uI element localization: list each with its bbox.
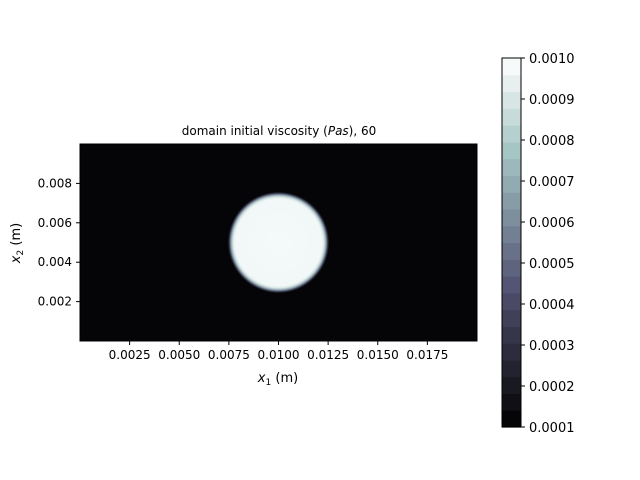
y-axis-label: x2 (m) (9, 223, 26, 264)
colorbar-band (502, 58, 521, 76)
chart-title-unit: Pas (328, 124, 349, 138)
colorbar-band (502, 175, 521, 193)
x-tick-label: 0.0025 (109, 348, 151, 362)
y-axis-label-sub: 2 (16, 250, 26, 256)
colorbar-tick-label: 0.0005 (529, 257, 575, 272)
x-axis-label-sub: 1 (266, 378, 272, 388)
colorbar-band (502, 292, 521, 311)
colorbar-tick-label: 0.0003 (529, 339, 575, 354)
x-tick-label: 0.0050 (158, 348, 200, 362)
colorbar-band (502, 125, 521, 143)
colorbar-band (502, 108, 521, 126)
colorbar-band (502, 208, 521, 227)
y-axis-label-var: x (9, 255, 24, 264)
chart-title: domain initial viscosity (Pas), 60 (182, 124, 377, 138)
colorbar-tick-label: 0.0007 (529, 175, 575, 190)
colorbar (502, 58, 521, 428)
colorbar-ticks: 0.0001 0.0002 0.0003 0.0004 0.0005 0.0006 0.00… (521, 52, 575, 436)
colorbar-band (502, 326, 521, 344)
x-axis-label: x1 (m) (257, 371, 298, 388)
colorbar-frame (501, 57, 522, 428)
x-tick-label: 0.0175 (406, 348, 448, 362)
colorbar-band (502, 410, 521, 428)
colorbar-band (502, 276, 521, 294)
colorbar-band (502, 259, 521, 277)
y-tick-label: 0.004 (38, 255, 72, 269)
chart-title-suffix: ), 60 (349, 124, 377, 138)
colorbar-tick-label: 0.0001 (529, 421, 575, 436)
y-tick-label: 0.006 (38, 216, 72, 230)
colorbar-band (502, 158, 521, 177)
x-tick-label: 0.0075 (208, 348, 250, 362)
colorbar-tick-label: 0.0002 (529, 380, 575, 395)
viscosity-region (227, 191, 330, 294)
colorbar-band (502, 393, 521, 411)
colorbar-band (502, 74, 521, 93)
colorbar-band (502, 343, 521, 361)
colorbar-tick-label: 0.0008 (529, 134, 575, 149)
colorbar-band (502, 376, 521, 395)
colorbar-band (502, 309, 521, 327)
chart-title-prefix: domain initial viscosity ( (182, 124, 328, 138)
colorbar-tick-label: 0.0006 (529, 216, 575, 231)
plot-area (79, 143, 478, 342)
x-axis-ticks: 0.0025 0.0050 0.0075 0.0100 0.0125 0.0150 0.01… (109, 341, 448, 362)
x-axis-label-var: x (257, 371, 266, 386)
colorbar-band (502, 225, 521, 244)
x-tick-label: 0.0125 (307, 348, 349, 362)
colorbar-tick-label: 0.0010 (529, 52, 575, 67)
colorbar-band (502, 242, 521, 260)
y-axis-ticks: 0.002 0.004 0.006 0.008 (38, 176, 80, 309)
y-tick-label: 0.008 (38, 176, 72, 190)
colorbar-band (502, 359, 521, 378)
y-tick-label: 0.002 (38, 295, 72, 309)
colorbar-tick-label: 0.0009 (529, 93, 575, 108)
x-axis-label-unit: (m) (271, 371, 298, 386)
colorbar-band (502, 91, 521, 109)
x-tick-label: 0.0150 (357, 348, 399, 362)
colorbar-band (502, 141, 521, 160)
y-axis-label-unit: (m) (9, 223, 24, 250)
colorbar-band (502, 192, 521, 210)
x-tick-label: 0.0100 (258, 348, 300, 362)
colorbar-tick-label: 0.0004 (529, 298, 575, 313)
